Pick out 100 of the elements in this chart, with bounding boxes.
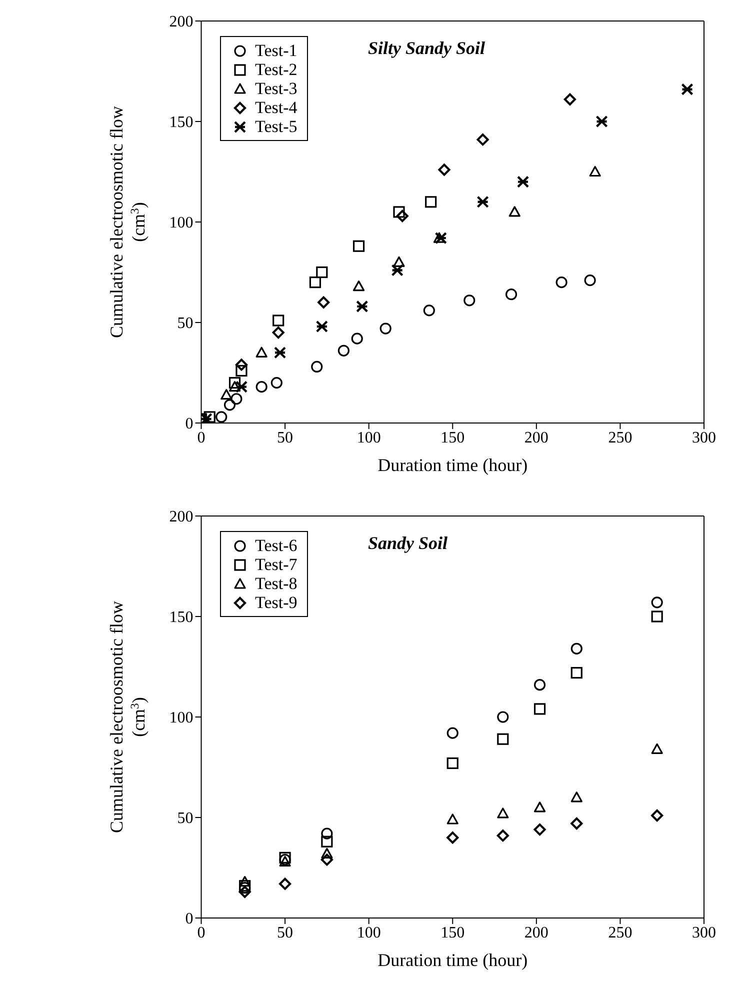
point xyxy=(338,344,350,356)
y-tick-label: 100 xyxy=(169,214,194,232)
point xyxy=(497,733,509,745)
point xyxy=(274,346,286,359)
point xyxy=(352,280,365,292)
point xyxy=(320,854,333,866)
point xyxy=(316,266,328,278)
point xyxy=(497,808,509,818)
point xyxy=(224,399,236,411)
point xyxy=(235,358,248,371)
point xyxy=(446,727,458,739)
y-tick-label: 150 xyxy=(169,114,194,132)
legend-label: Test-8 xyxy=(255,574,298,593)
point xyxy=(438,164,450,176)
point xyxy=(321,848,333,858)
point xyxy=(534,824,546,836)
legend-label: Test-1 xyxy=(255,41,298,60)
x-tick-label: 50 xyxy=(277,924,294,942)
point xyxy=(505,288,518,300)
point xyxy=(351,332,363,344)
point xyxy=(352,240,365,252)
y-tick-label: 200 xyxy=(169,508,194,526)
point xyxy=(425,196,437,208)
point xyxy=(272,326,284,339)
x-tick-label: 50 xyxy=(277,429,294,446)
point xyxy=(651,610,663,622)
y-tick-label: 150 xyxy=(169,609,194,626)
point xyxy=(270,377,282,389)
x-axis-title: Duration time (hour) xyxy=(378,950,528,970)
point xyxy=(393,206,405,218)
point xyxy=(256,346,268,358)
x-tick-label: 200 xyxy=(524,924,548,942)
legend-label: Test-6 xyxy=(255,536,298,555)
legend-label: Test-2 xyxy=(255,60,298,79)
point xyxy=(681,83,694,96)
point xyxy=(272,314,284,326)
legend-label: Test-5 xyxy=(255,117,298,136)
point xyxy=(235,380,248,393)
point xyxy=(279,852,291,864)
point xyxy=(380,322,392,334)
point xyxy=(476,196,489,208)
point xyxy=(534,703,546,715)
point xyxy=(570,642,582,654)
x-tick-label: 100 xyxy=(356,924,381,942)
point xyxy=(570,817,583,830)
legend-label: Test-7 xyxy=(255,555,298,574)
point xyxy=(239,876,251,887)
point xyxy=(321,836,333,848)
y-tick-label: 100 xyxy=(169,710,194,727)
point xyxy=(651,809,664,822)
point xyxy=(220,389,232,400)
point xyxy=(311,360,323,373)
point xyxy=(228,377,241,389)
point xyxy=(508,206,520,217)
point xyxy=(216,411,228,423)
y-tick-label: 50 xyxy=(177,315,194,332)
x-tick-label: 300 xyxy=(692,924,716,942)
point xyxy=(393,256,405,267)
point xyxy=(564,93,576,106)
point xyxy=(236,364,248,377)
point xyxy=(651,596,663,608)
point xyxy=(228,381,241,392)
point xyxy=(464,294,476,306)
x-tick-label: 150 xyxy=(440,429,465,446)
point xyxy=(446,757,458,770)
point xyxy=(497,711,509,723)
x-tick-label: 0 xyxy=(197,924,206,942)
point xyxy=(396,210,408,222)
legend-label: Test-9 xyxy=(255,593,298,612)
point xyxy=(584,274,596,286)
point xyxy=(596,115,608,128)
point xyxy=(321,828,333,840)
point xyxy=(651,743,663,754)
point xyxy=(589,166,601,177)
point xyxy=(279,878,292,890)
x-tick-label: 150 xyxy=(440,924,465,942)
point xyxy=(204,411,216,423)
text: Silty Sandy Soil xyxy=(368,38,486,58)
text: Sandy Soil xyxy=(368,533,448,553)
point xyxy=(238,886,251,898)
x-tick-label: 100 xyxy=(356,429,381,446)
point xyxy=(423,304,435,316)
point xyxy=(446,832,459,844)
x-tick-label: 250 xyxy=(608,924,632,942)
point xyxy=(534,679,546,691)
point xyxy=(356,300,368,313)
x-axis-title: Duration time (hour) xyxy=(378,455,528,475)
point xyxy=(570,792,582,802)
point xyxy=(516,176,530,188)
point xyxy=(318,296,330,308)
point xyxy=(476,134,489,146)
y-tick-label: 0 xyxy=(185,416,194,433)
point xyxy=(316,320,328,333)
point xyxy=(256,381,268,393)
point xyxy=(570,666,582,679)
legend-label: Test-3 xyxy=(255,79,298,98)
y-tick-label: 200 xyxy=(169,14,194,31)
point xyxy=(309,276,322,288)
point xyxy=(391,264,404,276)
y-tick-label: 0 xyxy=(185,910,194,928)
